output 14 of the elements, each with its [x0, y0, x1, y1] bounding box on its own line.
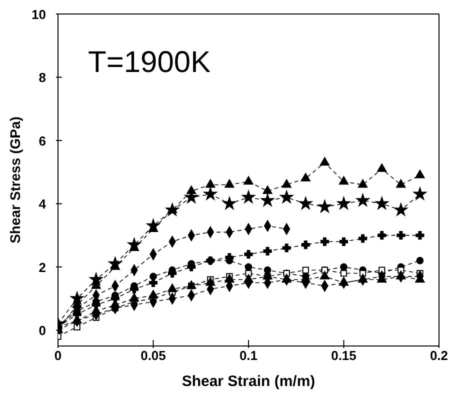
y-tick-label: 6: [38, 133, 46, 148]
y-tick-label: 2: [38, 260, 46, 275]
x-tick-label: 0.05: [140, 348, 166, 363]
x-tick-label: 0.1: [239, 348, 258, 363]
y-axis-title: Shear Stress (GPa): [6, 116, 23, 244]
x-axis-title: Shear Strain (m/m): [182, 373, 316, 390]
y-tick-label: 0: [38, 323, 46, 338]
x-tick-label: 0: [54, 348, 62, 363]
x-tick-label: 0.2: [430, 348, 448, 363]
y-tick-label: 4: [38, 196, 47, 212]
annotation: T=1900K: [88, 46, 211, 80]
y-tick-label: 10: [32, 7, 46, 22]
x-tick-label: 0.15: [331, 348, 356, 363]
y-tick-label: 8: [38, 70, 46, 86]
